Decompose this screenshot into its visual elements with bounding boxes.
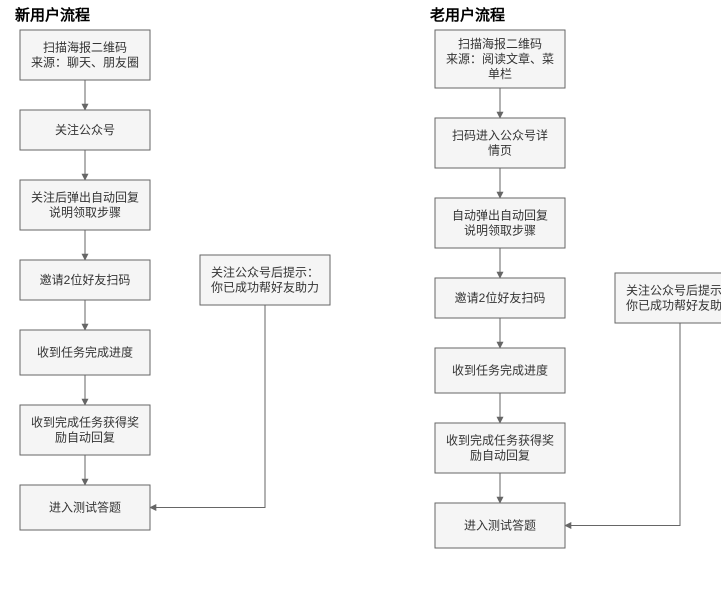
- flow-node: 邀请2位好友扫码: [435, 278, 565, 318]
- flow-node: 扫码进入公众号详情页: [435, 118, 565, 168]
- flow-node-label: 自动弹出自动回复: [452, 209, 548, 223]
- flow-node-label: 单栏: [488, 66, 512, 81]
- column-title: 老用户流程: [429, 6, 505, 24]
- flow-node: 收到完成任务获得奖励自动回复: [435, 423, 565, 473]
- flow-node: 进入测试答题: [435, 503, 565, 548]
- flow-node-label: 邀请2位好友扫码: [455, 290, 546, 305]
- flow-node-label: 励自动回复: [55, 431, 115, 445]
- flow-node-label: 关注后弹出自动回复: [31, 190, 139, 205]
- flow-node-label: 扫描海报二维码: [43, 40, 127, 55]
- flow-node-label: 收到任务完成进度: [452, 363, 548, 378]
- flow-side-edge: [150, 305, 265, 508]
- flow-side-node-label: 关注公众号后提示：: [211, 265, 319, 280]
- flow-node-label: 进入测试答题: [464, 518, 536, 533]
- flow-node-label: 扫描海报二维码: [458, 36, 542, 51]
- flow-node: 关注公众号: [20, 110, 150, 150]
- flow-node: 邀请2位好友扫码: [20, 260, 150, 300]
- flow-node: 收到任务完成进度: [20, 330, 150, 375]
- flow-node-label: 说明领取步骤: [464, 223, 536, 238]
- flow-node-label: 关注公众号: [55, 122, 115, 137]
- flow-node-label: 说明领取步骤: [49, 205, 121, 220]
- flow-node-label: 邀请2位好友扫码: [40, 272, 131, 287]
- column-title: 新用户流程: [15, 6, 90, 24]
- flow-side-node-label: 关注公众号后提示：: [626, 283, 721, 298]
- flowchart-canvas: 新用户流程扫描海报二维码来源：聊天、朋友圈关注公众号关注后弹出自动回复说明领取步…: [0, 0, 721, 608]
- flow-node: 自动弹出自动回复说明领取步骤: [435, 198, 565, 248]
- flow-node-label: 收到完成任务获得奖: [446, 433, 554, 448]
- flow-node-label: 收到任务完成进度: [37, 345, 133, 360]
- flow-side-edge: [565, 323, 680, 526]
- flow-node-label: 扫码进入公众号详: [452, 128, 548, 143]
- flow-side-node-label: 你已成功帮好友助力: [211, 281, 319, 295]
- flow-node: 收到任务完成进度: [435, 348, 565, 393]
- flow-node: 扫描海报二维码来源：阅读文章、菜单栏: [435, 30, 565, 88]
- flow-side-node-label: 你已成功帮好友助力: [626, 299, 721, 313]
- flow-node-label: 来源：阅读文章、菜: [446, 51, 554, 66]
- flow-node: 扫描海报二维码来源：聊天、朋友圈: [20, 30, 150, 80]
- flow-node: 收到完成任务获得奖励自动回复: [20, 405, 150, 455]
- flow-node: 关注后弹出自动回复说明领取步骤: [20, 180, 150, 230]
- flow-side-node: 关注公众号后提示：你已成功帮好友助力: [200, 255, 330, 305]
- flow-node-label: 来源：聊天、朋友圈: [31, 56, 139, 70]
- flow-node-label: 情页: [488, 144, 512, 158]
- flow-node: 进入测试答题: [20, 485, 150, 530]
- flow-node-label: 收到完成任务获得奖: [31, 415, 139, 430]
- flow-node-label: 进入测试答题: [49, 500, 121, 515]
- flow-side-node: 关注公众号后提示：你已成功帮好友助力: [615, 273, 721, 323]
- flow-node-label: 励自动回复: [470, 449, 530, 463]
